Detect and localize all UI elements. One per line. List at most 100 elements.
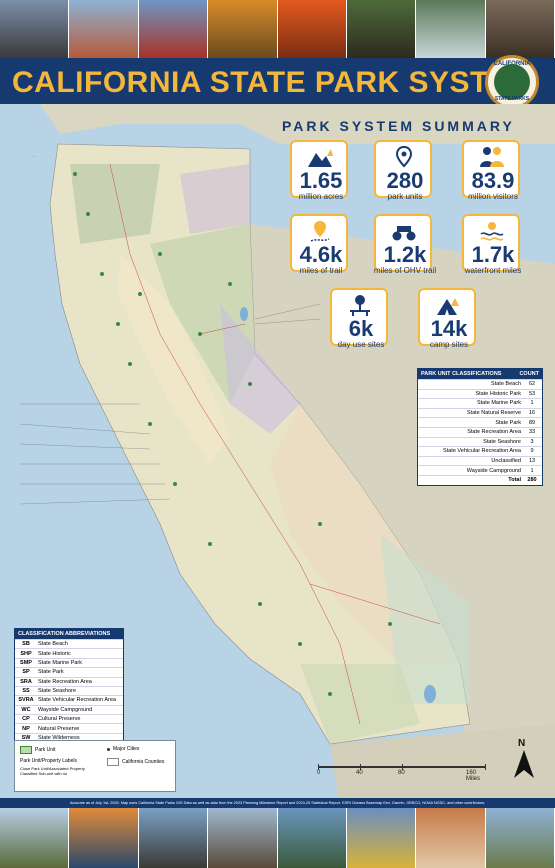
old-building-photo	[208, 808, 278, 868]
stat-value: 1.65	[299, 168, 343, 193]
scale-tick-label: 0	[317, 770, 321, 776]
table-row: Unclassified 13	[418, 455, 542, 466]
stat-label: camp sites	[429, 340, 469, 349]
table-row: State Recreation Area 33	[418, 426, 542, 437]
stat-label: miles of trail	[299, 266, 343, 275]
stat-label: day use sites	[337, 340, 385, 349]
state-parks-seal: CALIFORNIA STATE PARKS	[485, 55, 539, 109]
salton-sea	[424, 685, 436, 703]
abbreviation-row: SS State Seashore	[15, 685, 123, 695]
park-unit-swatch-icon	[20, 746, 32, 754]
table-row: State Seashore 3	[418, 436, 542, 447]
bear-emblem-icon	[494, 64, 530, 100]
legend-major-cities: Major Cities	[107, 746, 139, 752]
north-coast-counties	[70, 164, 160, 244]
legend-labels: Park Unit/Property Labels	[20, 758, 77, 764]
scale-tick-label: 160 Miles	[466, 770, 481, 782]
stat-card-camp: 14k camp sites	[418, 288, 476, 349]
table-row: State Beach 62	[418, 379, 542, 389]
table-row: State Marine Park 1	[418, 398, 542, 408]
abbreviation-row: CP Cultural Preserve	[15, 714, 123, 723]
beach-sunset-photo	[69, 808, 139, 868]
table-total-row: Total 280	[418, 474, 542, 485]
summary-title: PARK SYSTEM SUMMARY	[282, 118, 515, 134]
people-icon	[480, 147, 504, 167]
credits-line: Accurate as of July 1st, 2025. Map uses …	[0, 798, 555, 808]
abbreviation-row: SW State Wilderness	[15, 732, 123, 742]
northeast-counties	[180, 164, 250, 234]
sun-waves-icon	[480, 222, 504, 241]
seal-text-bottom: STATE PARKS	[494, 96, 530, 102]
table-row: State Historic Park 53	[418, 388, 542, 399]
bridge-photo	[485, 808, 555, 868]
stat-value: 6k	[348, 316, 374, 341]
table-row: State Vehicular Recreation Area 9	[418, 446, 542, 456]
stat-value: 14k	[430, 316, 468, 341]
abbreviation-row: SVRA State Vehicular Recreation Area	[15, 695, 123, 704]
north-arrow-icon	[514, 750, 534, 778]
stat-value: 280	[386, 168, 424, 193]
lake-tree-photo	[277, 808, 347, 868]
legend-counties: California Counties	[107, 758, 164, 766]
wildflower-field-photo	[346, 808, 417, 868]
scale-tick-label: 40	[356, 770, 363, 776]
trail-marker-icon	[310, 221, 330, 242]
stat-label: waterfront miles	[464, 266, 522, 275]
stat-card-visitors: 83.9 million visitors	[462, 140, 520, 201]
atv-icon	[392, 226, 416, 241]
mountains-icon	[308, 149, 333, 167]
header-classification: PARK UNIT CLASSIFICATIONS	[421, 371, 502, 377]
coastline-rocks-photo	[138, 808, 209, 868]
abbreviation-row: SMP State Marine Park	[15, 657, 123, 667]
southeast-counties	[380, 534, 470, 704]
stat-value: 1.2k	[383, 242, 427, 267]
stat-card-ohv: 1.2k miles of OHV trail	[374, 214, 436, 275]
title-band: CALIFORNIA STATE PARK SYSTEM	[0, 58, 555, 104]
museum-interior-photo	[485, 0, 555, 58]
stat-label: miles of OHV trail	[373, 266, 437, 275]
abbreviation-row: SB State Beach	[15, 639, 123, 648]
train-photo	[0, 0, 70, 58]
abbreviation-row: SRA State Recreation Area	[15, 676, 123, 686]
page-title: CALIFORNIA STATE PARK SYSTEM	[12, 66, 535, 99]
waterfall-photo	[416, 0, 486, 58]
north-label: N	[518, 738, 526, 749]
abbreviation-row: SP State Park	[15, 667, 123, 676]
stat-label: million acres	[298, 192, 344, 201]
abbreviation-row: NP Natural Preserve	[15, 723, 123, 732]
stat-card-day-use: 6k day use sites	[330, 288, 388, 349]
county-swatch-icon	[107, 758, 119, 766]
table-row: State Park 89	[418, 417, 542, 427]
abbreviation-row: SHP State Historic	[15, 648, 123, 657]
city-dot-icon	[107, 747, 110, 751]
table-row: State Natural Reserve 16	[418, 407, 542, 418]
scale-tick-label: 80	[398, 770, 405, 776]
poppy-field-photo	[277, 0, 347, 58]
eastern-sierra-counties	[220, 304, 300, 434]
abbreviation-row: WC Wayside Campground	[15, 704, 123, 714]
stat-card-waterfront: 1.7k waterfront miles	[462, 214, 521, 275]
barn-photo	[138, 0, 209, 58]
header-count: COUNT	[519, 371, 539, 377]
autumn-tree-photo	[208, 0, 278, 58]
abbreviation-table: CLASSIFICATION ABBREVIATIONS SB State Bea…	[14, 628, 124, 744]
legend-labels-sub: Close Park Unit/Associated Property Clas…	[20, 766, 85, 776]
map-pin-icon	[395, 146, 413, 168]
stat-card-trail: 4.6k miles of trail	[290, 214, 348, 275]
stat-card-acres: 1.65 million acres	[290, 140, 348, 201]
abbreviation-header: CLASSIFICATION ABBREVIATIONS	[15, 629, 123, 639]
stat-value: 1.7k	[471, 242, 515, 267]
palm-trees-photo	[0, 808, 70, 868]
map-legend: Park Unit Park Unit/Property Labels Clos…	[14, 740, 176, 792]
picnic-table-icon	[350, 295, 370, 316]
bottom-photo-strip	[0, 808, 555, 868]
classification-table: PARK UNIT CLASSIFICATIONS COUNT State Be…	[417, 368, 543, 486]
stat-label: park units	[387, 192, 423, 201]
dry-lakebed-photo	[416, 808, 486, 868]
scale-bar: 0 40 80 160 Miles	[317, 764, 486, 782]
stat-label: million visitors	[468, 192, 518, 201]
north-arrow: N	[512, 738, 536, 780]
stat-value: 4.6k	[299, 242, 343, 267]
map-region-label: ...	[32, 154, 35, 158]
stat-card-park-units: 280 park units	[374, 140, 432, 201]
